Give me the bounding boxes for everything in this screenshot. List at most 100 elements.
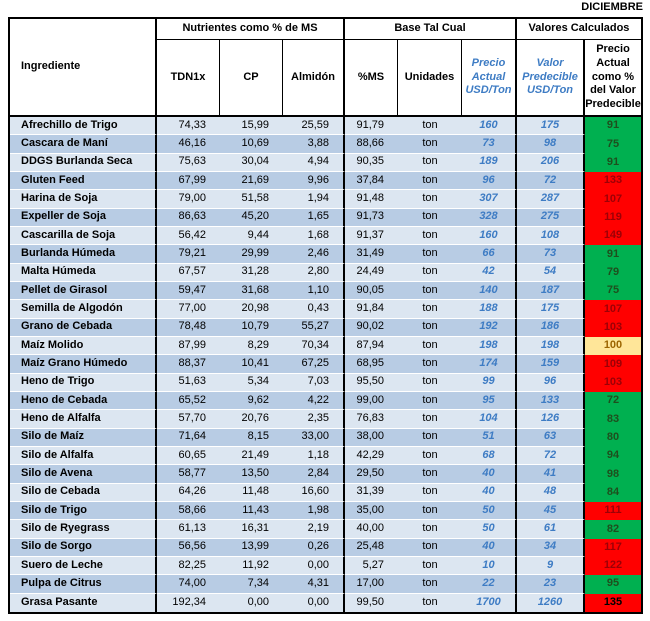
cell-cp[interactable]: 21,49 xyxy=(220,446,283,466)
cell-cp[interactable]: 11,43 xyxy=(220,501,283,521)
cell-cp[interactable]: 30,04 xyxy=(220,153,283,172)
cell-ingredient[interactable]: Grano de Cebada xyxy=(10,318,157,337)
cell-tdn1x[interactable]: 51,63 xyxy=(157,373,220,392)
cell-cp[interactable]: 45,20 xyxy=(220,208,283,227)
cell-units[interactable]: ton xyxy=(398,556,462,576)
cell-tdn1x[interactable]: 59,47 xyxy=(157,281,220,301)
cell-predicted-value[interactable]: 72 xyxy=(517,171,585,191)
cell-current-price[interactable]: 328 xyxy=(462,208,517,227)
cell-units[interactable]: ton xyxy=(398,593,462,612)
cell-starch[interactable]: 1,65 xyxy=(283,208,345,227)
cell-dm[interactable]: 91,79 xyxy=(345,117,398,136)
cell-dm[interactable]: 95,50 xyxy=(345,373,398,392)
cell-units[interactable]: ton xyxy=(398,318,462,337)
cell-cp[interactable]: 10,69 xyxy=(220,135,283,154)
cell-dm[interactable]: 31,39 xyxy=(345,483,398,502)
cell-predicted-value[interactable]: 41 xyxy=(517,465,585,484)
cell-current-price[interactable]: 50 xyxy=(462,501,517,521)
cell-current-price[interactable]: 189 xyxy=(462,153,517,172)
cell-current-price[interactable]: 40 xyxy=(462,483,517,502)
cell-dm[interactable]: 91,73 xyxy=(345,208,398,227)
cell-tdn1x[interactable]: 56,56 xyxy=(157,538,220,557)
cell-ingredient[interactable]: Silo de Cebada xyxy=(10,483,157,502)
cell-predicted-value[interactable]: 48 xyxy=(517,483,585,502)
cell-cp[interactable]: 11,48 xyxy=(220,483,283,502)
cell-cp[interactable]: 13,50 xyxy=(220,465,283,484)
cell-predicted-value[interactable]: 98 xyxy=(517,135,585,154)
cell-ingredient[interactable]: Silo de Trigo xyxy=(10,501,157,521)
cell-starch[interactable]: 1,94 xyxy=(283,190,345,209)
cell-predicted-value[interactable]: 159 xyxy=(517,355,585,374)
cell-current-price[interactable]: 95 xyxy=(462,391,517,411)
cell-starch[interactable]: 2,80 xyxy=(283,263,345,282)
cell-tdn1x[interactable]: 61,13 xyxy=(157,520,220,539)
cell-predicted-value[interactable]: 1260 xyxy=(517,593,585,612)
cell-ingredient[interactable]: Maíz Grano Húmedo xyxy=(10,355,157,374)
cell-dm[interactable]: 25,48 xyxy=(345,538,398,557)
header-price-pct[interactable]: Precio Actual como % del Valor Predecibl… xyxy=(585,40,641,115)
cell-ingredient[interactable]: Silo de Alfalfa xyxy=(10,446,157,466)
cell-predicted-value[interactable]: 34 xyxy=(517,538,585,557)
cell-price-pct[interactable]: 133 xyxy=(585,171,641,191)
cell-predicted-value[interactable]: 187 xyxy=(517,281,585,301)
cell-price-pct[interactable]: 117 xyxy=(585,538,641,557)
cell-cp[interactable]: 20,76 xyxy=(220,410,283,429)
cell-units[interactable]: ton xyxy=(398,153,462,172)
cell-dm[interactable]: 31,49 xyxy=(345,245,398,264)
cell-ingredient[interactable]: Gluten Feed xyxy=(10,171,157,191)
cell-price-pct[interactable]: 80 xyxy=(585,428,641,447)
cell-dm[interactable]: 91,37 xyxy=(345,226,398,246)
cell-price-pct[interactable]: 82 xyxy=(585,520,641,539)
cell-price-pct[interactable]: 95 xyxy=(585,575,641,594)
cell-current-price[interactable]: 104 xyxy=(462,410,517,429)
cell-cp[interactable]: 8,15 xyxy=(220,428,283,447)
cell-price-pct[interactable]: 122 xyxy=(585,556,641,576)
cell-dm[interactable]: 37,84 xyxy=(345,171,398,191)
cell-current-price[interactable]: 50 xyxy=(462,520,517,539)
cell-starch[interactable]: 0,43 xyxy=(283,300,345,319)
cell-ingredient[interactable]: Heno de Cebada xyxy=(10,391,157,411)
cell-cp[interactable]: 51,58 xyxy=(220,190,283,209)
cell-ingredient[interactable]: Semilla de Algodón xyxy=(10,300,157,319)
cell-dm[interactable]: 87,94 xyxy=(345,336,398,356)
cell-ingredient[interactable]: Silo de Maíz xyxy=(10,428,157,447)
cell-units[interactable]: ton xyxy=(398,208,462,227)
cell-starch[interactable]: 25,59 xyxy=(283,117,345,136)
cell-units[interactable]: ton xyxy=(398,391,462,411)
cell-dm[interactable]: 24,49 xyxy=(345,263,398,282)
cell-units[interactable]: ton xyxy=(398,465,462,484)
cell-current-price[interactable]: 160 xyxy=(462,117,517,136)
cell-price-pct[interactable]: 79 xyxy=(585,263,641,282)
cell-dm[interactable]: 90,35 xyxy=(345,153,398,172)
cell-dm[interactable]: 91,48 xyxy=(345,190,398,209)
cell-starch[interactable]: 70,34 xyxy=(283,336,345,356)
cell-current-price[interactable]: 42 xyxy=(462,263,517,282)
cell-predicted-value[interactable]: 133 xyxy=(517,391,585,411)
cell-tdn1x[interactable]: 46,16 xyxy=(157,135,220,154)
cell-price-pct[interactable]: 103 xyxy=(585,373,641,392)
cell-current-price[interactable]: 174 xyxy=(462,355,517,374)
cell-ingredient[interactable]: Cascara de Maní xyxy=(10,135,157,154)
cell-dm[interactable]: 35,00 xyxy=(345,501,398,521)
cell-tdn1x[interactable]: 75,63 xyxy=(157,153,220,172)
cell-starch[interactable]: 16,60 xyxy=(283,483,345,502)
cell-price-pct[interactable]: 91 xyxy=(585,245,641,264)
cell-cp[interactable]: 10,41 xyxy=(220,355,283,374)
cell-tdn1x[interactable]: 79,00 xyxy=(157,190,220,209)
cell-cp[interactable]: 5,34 xyxy=(220,373,283,392)
cell-predicted-value[interactable]: 72 xyxy=(517,446,585,466)
cell-cp[interactable]: 13,99 xyxy=(220,538,283,557)
cell-price-pct[interactable]: 107 xyxy=(585,300,641,319)
cell-predicted-value[interactable]: 186 xyxy=(517,318,585,337)
cell-current-price[interactable]: 22 xyxy=(462,575,517,594)
cell-current-price[interactable]: 140 xyxy=(462,281,517,301)
cell-current-price[interactable]: 40 xyxy=(462,538,517,557)
cell-tdn1x[interactable]: 192,34 xyxy=(157,593,220,612)
cell-predicted-value[interactable]: 126 xyxy=(517,410,585,429)
cell-predicted-value[interactable]: 23 xyxy=(517,575,585,594)
cell-starch[interactable]: 1,10 xyxy=(283,281,345,301)
header-tdn1x[interactable]: TDN1x xyxy=(157,40,220,115)
cell-starch[interactable]: 4,22 xyxy=(283,391,345,411)
cell-predicted-value[interactable]: 9 xyxy=(517,556,585,576)
cell-price-pct[interactable]: 75 xyxy=(585,281,641,301)
